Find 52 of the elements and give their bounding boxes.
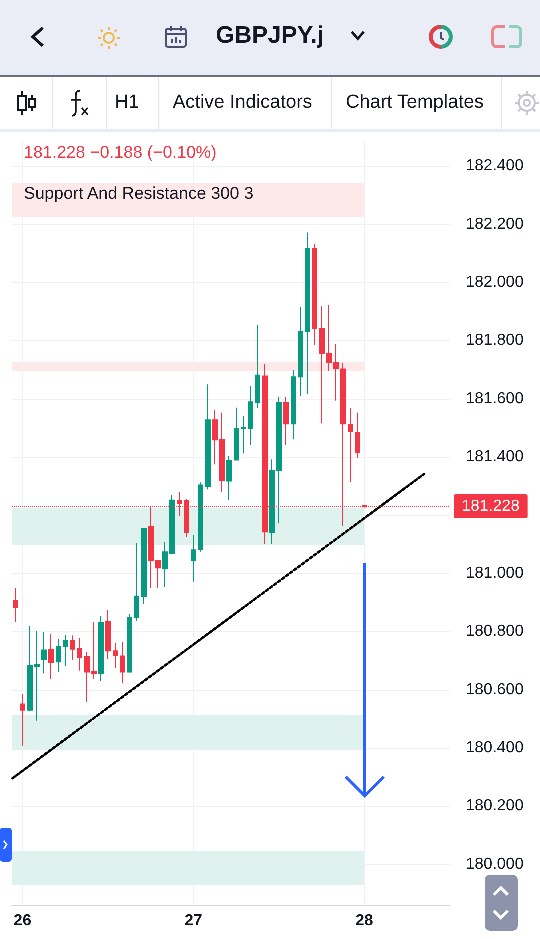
ref-line-label: 181.228 — [462, 498, 520, 515]
candlestick — [305, 232, 310, 395]
y-tick-label: 182.400 — [466, 158, 524, 175]
candlestick — [226, 456, 232, 501]
y-tick-label: 181.600 — [466, 390, 524, 408]
y-tick-label: 180.400 — [466, 739, 524, 756]
annotation: Support And Resistance 300 3 — [24, 184, 254, 204]
y-tick-label: 180.000 — [466, 856, 524, 873]
candlestick — [312, 244, 317, 346]
candlestick — [205, 384, 211, 490]
candlestick — [198, 482, 203, 552]
x-tick-label: 26 — [14, 912, 32, 930]
candlestick — [70, 635, 75, 661]
candlestick — [255, 324, 260, 409]
candlestick — [77, 638, 82, 672]
candlestick — [113, 642, 118, 670]
candlestick — [191, 534, 196, 582]
candlestick — [248, 386, 253, 446]
candlestick — [241, 416, 246, 454]
candlestick — [98, 616, 104, 682]
candlestick — [120, 642, 125, 684]
candlestick — [283, 396, 289, 446]
x-tick-label: 28 — [356, 912, 374, 930]
y-tick-label: 181.400 — [466, 448, 524, 466]
candlestick — [348, 408, 353, 483]
candlestick — [291, 370, 296, 440]
candlestick — [234, 407, 239, 461]
candlestick — [134, 542, 139, 622]
text: Chart Templates — [346, 92, 484, 114]
text: H1 — [115, 92, 140, 114]
y-tick-label: 180.200 — [466, 798, 524, 815]
candlestick — [127, 614, 132, 674]
y-tick-label: 180.600 — [466, 681, 524, 698]
candlestick — [13, 588, 18, 623]
annotation: 181.228 −0.188 (−0.10%) — [24, 143, 217, 163]
y-tick-label: 180.800 — [466, 623, 524, 640]
candlestick — [298, 307, 303, 397]
y-tick-label: 182.200 — [466, 216, 524, 233]
candlestick — [20, 694, 25, 746]
y-tick-label: 181.000 — [466, 564, 524, 582]
candlestick — [63, 634, 68, 667]
candlestick — [48, 634, 54, 680]
chart-title: GBPJPY.j — [214, 22, 326, 50]
y-tick-label: 182.000 — [466, 274, 524, 292]
candlestick — [41, 632, 47, 674]
y-tick-label: 181.800 — [466, 332, 524, 350]
candlestick — [105, 610, 111, 660]
candlestick — [56, 638, 61, 673]
text: Active Indicators — [173, 92, 312, 114]
candlestick — [355, 412, 360, 460]
candlestick — [141, 528, 147, 605]
x-tick-label: 27 — [184, 912, 203, 930]
